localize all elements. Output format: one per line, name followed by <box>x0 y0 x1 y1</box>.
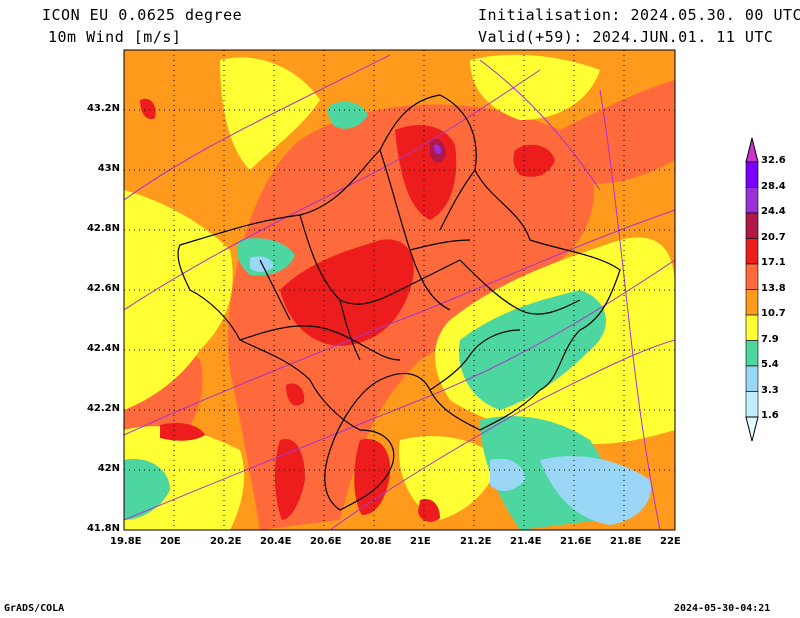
map-title-model: ICON EU 0.0625 degree <box>42 6 243 24</box>
colorbar-segment <box>745 314 759 341</box>
legend-level-label: 13.8 <box>761 282 786 294</box>
wind-zone-blue <box>540 456 651 525</box>
colorbar-segment <box>745 391 759 418</box>
legend-level-label: 24.4 <box>761 206 786 217</box>
lat-tick-label: 42.2N <box>86 403 120 414</box>
wind-zone-yellow <box>124 190 233 410</box>
wind-zone-red <box>418 499 440 522</box>
wind-zone-13-17 <box>560 80 675 184</box>
country-borders <box>177 94 621 511</box>
lon-tick-label: 21.8E <box>610 536 642 547</box>
wind-zone-red <box>280 239 414 346</box>
lat-tick-label: 42.4N <box>86 343 120 354</box>
lon-tick-label: 20.2E <box>210 536 242 547</box>
map-grid <box>124 50 675 530</box>
wind-zone-red <box>354 439 391 515</box>
lat-tick-label: 41.8N <box>86 523 120 534</box>
wind-zone-13-17 <box>228 104 594 530</box>
lon-tick-label: 21E <box>410 536 431 547</box>
legend-level-label: 5.4 <box>761 359 779 370</box>
colorbar-min-arrow <box>745 416 759 442</box>
wind-zone-red <box>274 439 305 520</box>
lat-tick-label: 42.8N <box>86 223 120 234</box>
legend-level-label: 1.6 <box>761 410 779 421</box>
lon-tick-label: 20.8E <box>360 536 392 547</box>
wind-zone-green <box>124 459 170 520</box>
wind-zone-yellow <box>399 436 500 520</box>
lon-tick-label: 21.6E <box>560 536 592 547</box>
colorbar-segment <box>745 212 759 239</box>
legend-level-label: 10.7 <box>761 308 786 319</box>
lat-tick-label: 43.2N <box>86 103 120 114</box>
colorbar-segment <box>745 365 759 392</box>
wind-zone-red <box>160 423 205 441</box>
legend-level-label: 17.1 <box>761 257 786 268</box>
colorbar-segment <box>745 340 759 367</box>
lon-tick-label: 22E <box>660 536 681 547</box>
footer-timestamp: 2024-05-30-04:21 <box>674 603 771 614</box>
colorbar <box>745 137 759 442</box>
lon-tick-label: 21.4E <box>510 536 542 547</box>
map-frame <box>123 49 676 531</box>
initialisation-time: Initialisation: 2024.05.30. 00 UTC <box>478 6 800 24</box>
legend-level-label: 20.7 <box>761 231 786 243</box>
footer-credit: GrADS/COLA <box>4 603 65 614</box>
wind-zone-green <box>327 101 368 129</box>
lat-tick-label: 42.6N <box>86 283 120 294</box>
valid-time: Valid(+59): 2024.JUN.01. 11 UTC <box>478 28 774 46</box>
colorbar-segment <box>745 289 759 316</box>
legend-level-label: 28.4 <box>761 180 786 192</box>
wind-zone-violet <box>434 144 442 155</box>
lon-tick-label: 20.4E <box>260 536 292 547</box>
lon-tick-label: 21.2E <box>460 536 492 547</box>
wind-zone-red <box>140 98 156 120</box>
colorbar-segment <box>745 263 759 290</box>
wind-zone-green <box>459 290 607 410</box>
colorbar-max-arrow <box>745 137 759 163</box>
lat-tick-label: 42N <box>97 463 120 474</box>
legend-level-label: 3.3 <box>761 384 779 396</box>
wind-zone-red <box>286 383 305 406</box>
colorbar-segment <box>745 238 759 265</box>
wind-zone-blue <box>490 458 525 492</box>
lon-tick-label: 20.6E <box>310 536 342 547</box>
wind-zone-yellow <box>220 57 320 170</box>
lon-tick-label: 19.8E <box>110 536 142 547</box>
map-title-variable: 10m Wind [m/s] <box>48 28 182 46</box>
wind-zone-red <box>513 144 555 177</box>
lon-tick-label: 20E <box>160 536 181 547</box>
legend-level-label: 32.6 <box>761 155 786 166</box>
lat-tick-label: 43N <box>97 163 120 174</box>
legend-level-label: 7.9 <box>761 333 779 345</box>
wind-zone-yellow <box>470 54 600 120</box>
colorbar-segment <box>745 187 759 214</box>
colorbar-segment <box>745 161 759 188</box>
